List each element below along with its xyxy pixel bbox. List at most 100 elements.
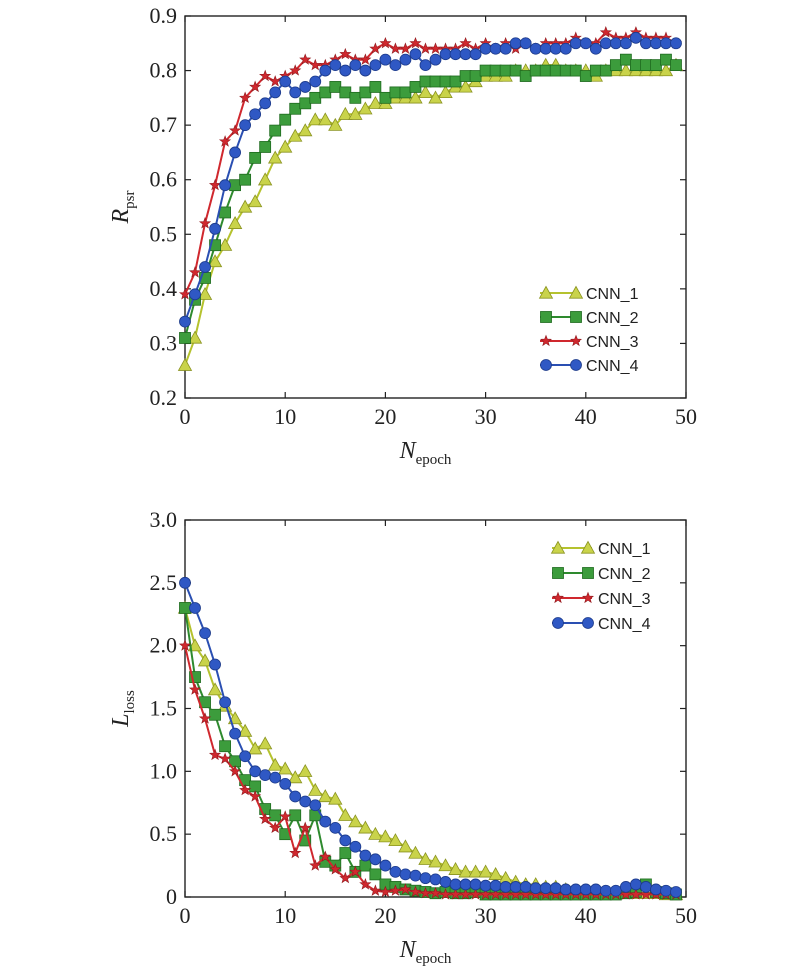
data-point xyxy=(429,886,442,899)
data-point xyxy=(579,70,592,82)
data-point xyxy=(269,86,282,99)
data-point xyxy=(418,85,433,98)
data-point xyxy=(640,59,652,72)
data-point xyxy=(619,888,632,900)
data-point xyxy=(308,782,323,796)
data-point xyxy=(519,70,532,82)
data-point xyxy=(358,101,373,115)
data-point xyxy=(199,261,211,273)
data-point xyxy=(349,91,362,104)
legend-marker xyxy=(580,540,596,554)
data-point xyxy=(630,878,642,891)
data-point xyxy=(249,80,262,93)
data-point xyxy=(319,815,332,828)
data-point xyxy=(368,95,383,109)
data-point xyxy=(650,883,662,896)
data-point xyxy=(269,821,282,833)
data-point xyxy=(609,59,622,72)
series-cnn-4 xyxy=(179,576,682,898)
y-tick-label: 3.0 xyxy=(150,507,178,532)
data-point xyxy=(569,37,582,50)
data-point xyxy=(630,31,642,44)
data-point xyxy=(479,42,492,55)
data-point xyxy=(359,859,372,872)
data-point xyxy=(449,48,462,61)
data-point xyxy=(257,736,273,750)
data-point xyxy=(619,37,632,50)
data-point xyxy=(469,70,482,82)
data-point xyxy=(479,879,492,892)
data-point xyxy=(609,37,622,50)
data-point xyxy=(237,723,253,737)
data-point xyxy=(529,42,542,55)
legend-marker xyxy=(570,359,582,371)
data-point xyxy=(429,42,442,54)
data-point xyxy=(599,37,612,50)
data-point xyxy=(529,882,542,895)
x-axis-label: Nepoch xyxy=(399,937,452,967)
legend-marker xyxy=(581,591,595,604)
data-point xyxy=(388,833,403,847)
data-point xyxy=(247,194,263,208)
data-point xyxy=(559,883,572,896)
data-point xyxy=(389,884,402,896)
data-point xyxy=(409,48,422,61)
data-point xyxy=(579,883,592,896)
y-tick-label: 0.2 xyxy=(150,385,178,410)
legend-marker xyxy=(568,285,584,299)
data-point xyxy=(259,812,272,825)
data-point xyxy=(429,873,442,886)
data-point xyxy=(207,254,223,268)
data-point xyxy=(339,847,352,859)
data-point xyxy=(658,63,674,77)
y-tick-label: 0.6 xyxy=(150,167,178,192)
data-point xyxy=(227,216,243,229)
data-point xyxy=(369,59,382,72)
legend-label: CNN_3 xyxy=(598,591,651,608)
data-point xyxy=(188,683,202,695)
data-point xyxy=(179,576,191,589)
data-point xyxy=(289,64,302,76)
data-point xyxy=(249,780,262,793)
data-point xyxy=(177,357,193,371)
data-point xyxy=(309,859,322,871)
x-tick-label: 40 xyxy=(575,903,597,928)
data-point xyxy=(589,42,602,55)
data-point xyxy=(339,47,352,60)
data-point xyxy=(458,864,473,878)
data-point xyxy=(288,128,303,142)
data-point xyxy=(629,888,642,900)
data-point xyxy=(318,112,333,126)
data-point xyxy=(209,239,221,252)
data-point xyxy=(339,64,352,77)
data-point xyxy=(338,106,353,120)
data-point xyxy=(599,884,612,897)
data-point xyxy=(660,37,672,50)
data-point xyxy=(179,602,191,614)
y-tick-label: 2.0 xyxy=(150,633,178,658)
data-point xyxy=(308,112,323,126)
data-point xyxy=(469,878,482,891)
data-point xyxy=(439,48,452,61)
legend-marker xyxy=(569,334,583,347)
data-point xyxy=(459,888,472,900)
data-point xyxy=(278,139,293,153)
legend-label: CNN_4 xyxy=(598,616,651,633)
y-tick-label: 1.0 xyxy=(150,758,178,783)
legend-marker xyxy=(550,540,566,554)
legend-marker xyxy=(540,311,552,323)
data-point xyxy=(599,64,612,77)
data-point xyxy=(499,881,512,893)
data-point xyxy=(229,727,242,740)
data-point xyxy=(439,75,452,88)
data-point xyxy=(438,85,453,98)
data-point xyxy=(178,639,192,651)
data-point xyxy=(289,102,302,115)
data-point xyxy=(369,884,382,896)
series-cnn-2 xyxy=(179,53,682,344)
data-point xyxy=(409,36,422,49)
data-point xyxy=(239,91,252,103)
data-point xyxy=(619,881,632,893)
data-point xyxy=(249,790,262,802)
data-point xyxy=(409,81,422,93)
